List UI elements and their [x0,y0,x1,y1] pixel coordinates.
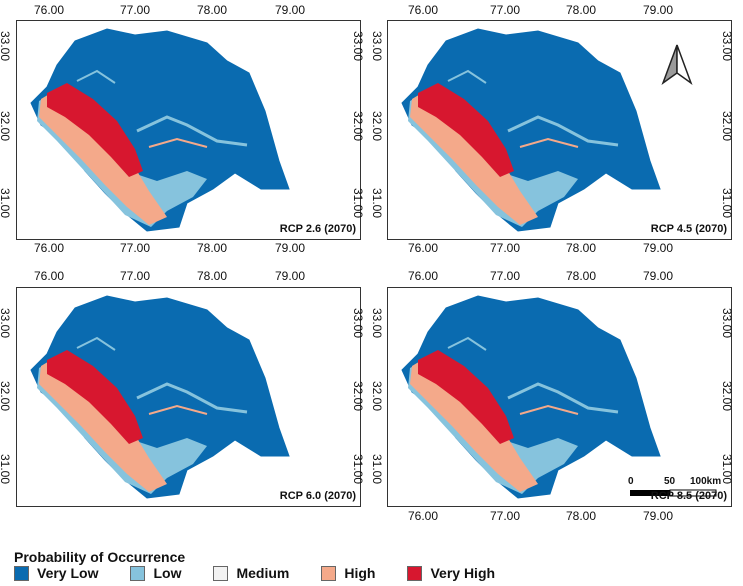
y-tick: 33.00 [0,307,13,339]
legend-item-medium: Medium [213,565,289,581]
swatch-medium [213,565,229,581]
y-tick: 33.00 [351,30,366,62]
x-tick: 77.00 [490,3,521,17]
scale-label-0: 0 [628,476,634,487]
x-tick: 77.00 [120,3,151,17]
x-tick: 76.00 [34,241,65,255]
panel-label: RCP 4.5 (2070) [650,223,727,235]
map-rcp85 [400,294,662,500]
legend-item-low: Low [130,565,181,581]
x-tick: 79.00 [643,3,674,17]
y-tick: 33.00 [720,30,735,62]
legend-label: Very High [430,565,496,581]
x-tick: 78.00 [197,269,228,283]
legend-title: Probability of Occurrence [14,549,186,565]
x-tick: 76.00 [408,269,439,283]
x-tick: 79.00 [275,3,306,17]
x-tick: 76.00 [408,3,439,17]
y-tick: 31.00 [0,187,13,219]
y-tick: 33.00 [0,30,13,62]
y-tick: 33.00 [351,307,366,339]
panel-label: RCP 8.5 (2070) [650,490,727,502]
legend-label: Low [153,565,182,581]
x-tick: 77.00 [490,269,521,283]
legend: Very Low Low Medium High Very High [14,565,527,581]
x-tick: 79.00 [275,269,306,283]
x-tick: 78.00 [197,241,228,255]
legend-label: Very Low [37,565,99,581]
scale-label-50: 50 [664,476,676,487]
x-tick: 77.00 [120,269,151,283]
swatch-very-high [407,565,423,581]
y-tick: 32.00 [720,110,735,142]
y-tick: 33.00 [370,30,385,62]
y-tick: 32.00 [0,380,13,412]
legend-item-very-low: Very Low [14,565,98,581]
y-tick: 31.00 [370,453,385,485]
x-tick: 76.00 [408,509,439,523]
map-panel-rcp26: RCP 2.6 (2070) [16,20,361,240]
panel-label: RCP 6.0 (2070) [279,490,356,502]
x-tick: 79.00 [275,241,306,255]
x-tick: 79.00 [643,269,674,283]
y-tick: 32.00 [351,110,366,142]
x-tick: 78.00 [566,3,597,17]
y-tick: 31.00 [720,187,735,219]
y-tick: 31.00 [720,453,735,485]
y-tick: 32.00 [351,380,366,412]
x-tick: 78.00 [566,269,597,283]
swatch-low [130,565,146,581]
x-tick: 77.00 [490,241,521,255]
map-panel-rcp85: 0 50 100km RCP 8.5 (2070) [387,287,732,507]
swatch-high [321,565,337,581]
x-tick: 79.00 [643,241,674,255]
y-tick: 32.00 [370,110,385,142]
y-tick: 31.00 [0,453,13,485]
y-tick: 33.00 [720,307,735,339]
legend-label: High [344,565,376,581]
legend-item-very-high: Very High [407,565,495,581]
x-tick: 76.00 [34,3,65,17]
map-rcp26 [29,27,291,233]
panel-label: RCP 2.6 (2070) [279,223,356,235]
x-tick: 76.00 [408,241,439,255]
map-panel-rcp45: RCP 4.5 (2070) [387,20,732,240]
swatch-very-low [14,565,29,581]
scale-label-100km: 100km [690,476,722,487]
legend-item-high: High [321,565,375,581]
y-tick: 31.00 [370,187,385,219]
y-tick: 32.00 [720,380,735,412]
legend-label: Medium [236,565,290,581]
map-panel-rcp60: RCP 6.0 (2070) [16,287,361,507]
y-tick: 31.00 [351,453,366,485]
y-tick: 33.00 [370,307,385,339]
x-tick: 76.00 [34,269,65,283]
y-tick: 32.00 [370,380,385,412]
x-tick: 78.00 [197,3,228,17]
map-rcp60 [29,294,291,500]
y-tick: 32.00 [0,110,13,142]
x-tick: 77.00 [490,509,521,523]
x-tick: 78.00 [566,509,597,523]
x-tick: 77.00 [120,241,151,255]
x-tick: 79.00 [643,509,674,523]
y-tick: 31.00 [351,187,366,219]
x-tick: 78.00 [566,241,597,255]
